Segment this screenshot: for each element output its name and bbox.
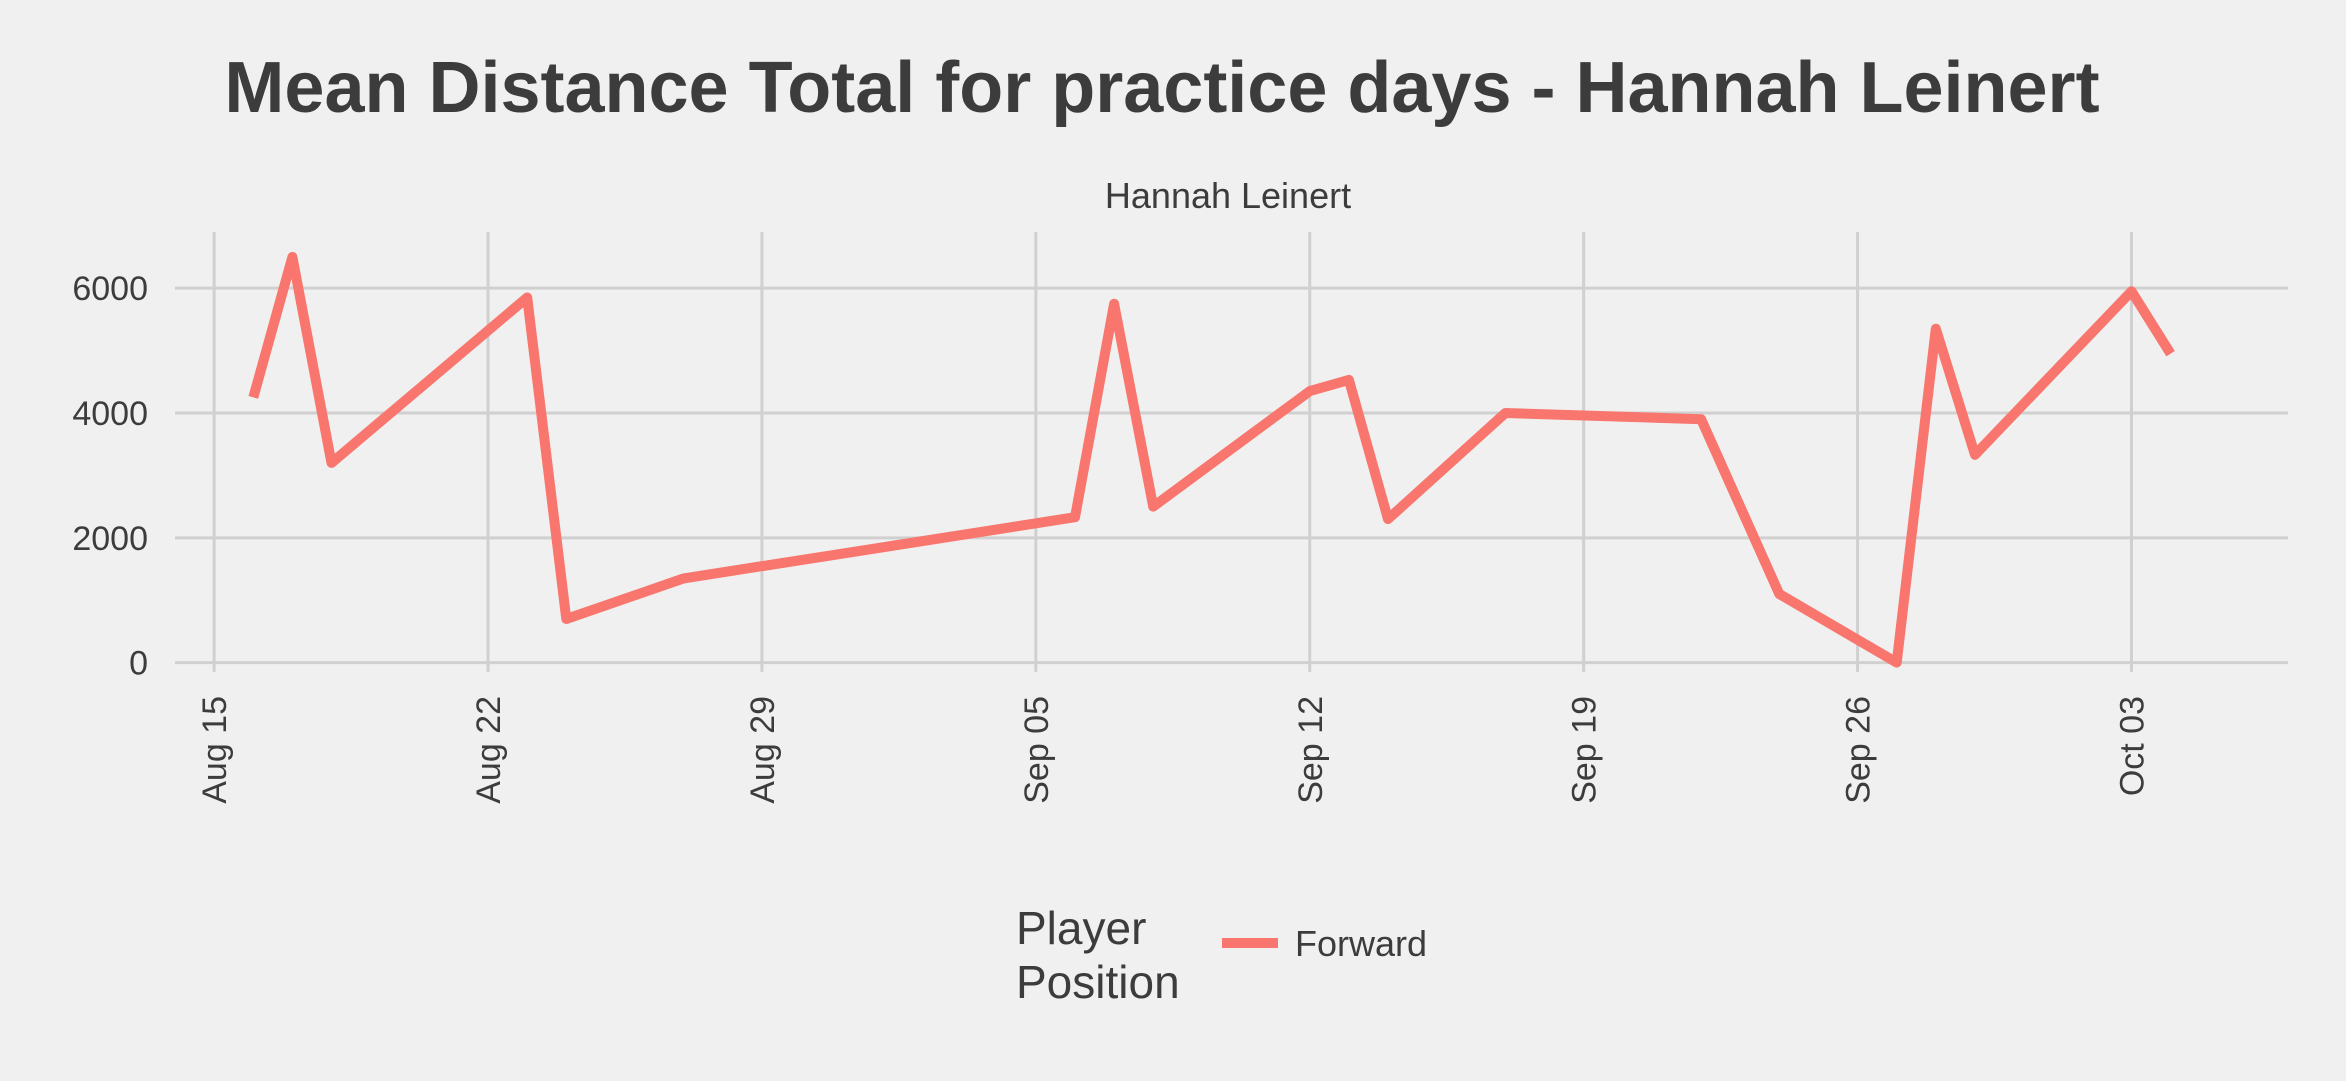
x-axis-tick-labels: Aug 15 Aug 22 Aug 29 Sep 05 Sep 12 Sep 19 Sep …	[196, 696, 2151, 804]
y-tick-label: 4000	[72, 395, 148, 433]
x-tick-label: Sep 05	[1018, 696, 1056, 804]
facet-label: Hannah Leinert	[1105, 175, 1351, 216]
y-axis-tick-labels: 0 2000 4000 6000	[72, 270, 148, 682]
y-gridlines	[175, 286, 2288, 665]
legend-title-line-2: Position	[1016, 956, 1180, 1008]
y-tick-label: 6000	[72, 270, 148, 308]
x-gridlines	[212, 232, 2133, 672]
y-tick-label: 2000	[72, 520, 148, 558]
legend: Player Position Forward	[1016, 902, 1427, 1008]
x-tick-label: Sep 26	[1840, 696, 1878, 804]
x-tick-label: Aug 29	[744, 696, 782, 804]
legend-title: Player Position	[1016, 902, 1180, 1008]
series-lines	[248, 252, 2175, 668]
legend-title-line-1: Player	[1016, 902, 1146, 954]
y-tick-label: 0	[129, 645, 148, 683]
chart-title: Mean Distance Total for practice days - …	[224, 48, 2099, 128]
x-tick-label: Sep 12	[1292, 696, 1330, 804]
x-tick-label: Aug 22	[470, 696, 508, 804]
x-tick-label: Oct 03	[2113, 696, 2151, 796]
x-tick-label: Aug 15	[196, 696, 234, 804]
series-line-forward	[248, 252, 2175, 668]
x-tick-label: Sep 19	[1566, 696, 1604, 804]
legend-label-forward: Forward	[1295, 923, 1427, 964]
